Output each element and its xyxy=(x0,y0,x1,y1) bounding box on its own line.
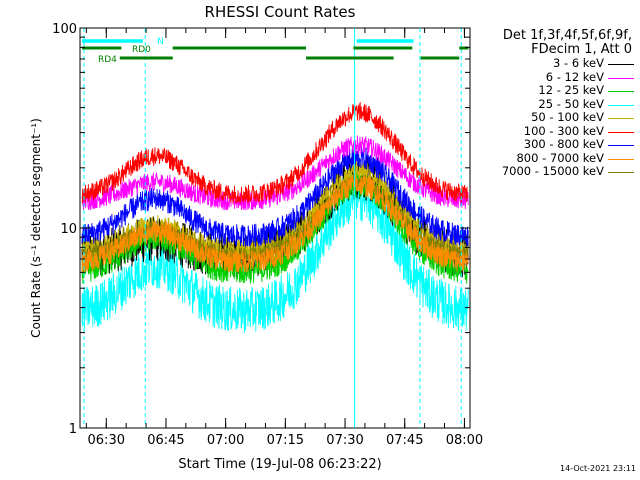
flag-label-rd4: RD4 xyxy=(98,55,117,65)
flag-bars: N RD0 RD4 xyxy=(81,37,469,65)
legend-swatch-1 xyxy=(608,77,634,79)
legend-swatch-8 xyxy=(608,172,634,173)
x-tick-label-4: 07:30 xyxy=(326,433,363,448)
legend-swatch-4 xyxy=(608,118,634,119)
legend-swatch-7 xyxy=(608,158,634,160)
footer-timestamp: 14-Oct-2021 23:11 xyxy=(560,464,636,473)
axes: 1 10 100 06:30 06:45 07:00 07:15 07:30 07:45 08:0… xyxy=(52,22,483,448)
y-tick-label-2: 100 xyxy=(52,22,77,37)
legend-swatch-6 xyxy=(608,145,634,146)
x-tick-label-6: 08:00 xyxy=(446,433,483,448)
legend-entry-7: 800 - 7000 keV xyxy=(516,150,604,165)
x-tick-label-2: 07:00 xyxy=(207,433,244,448)
series-line-3 xyxy=(81,177,469,333)
x-tick-label-1: 06:45 xyxy=(147,433,184,448)
flag-label-rd0: RD0 xyxy=(132,45,151,55)
legend-entry-0: 3 - 6 keV xyxy=(553,56,604,70)
legend-header-line-1: Det 1f,3f,4f,5f,6f,9f, xyxy=(502,28,632,43)
legend-header-line-2: FDecim 1, Att 0 xyxy=(531,42,632,57)
legend-entry-1: 6 - 12 keV xyxy=(545,69,604,84)
x-tick-label-3: 07:15 xyxy=(267,433,304,448)
legend-entry-8: 7000 - 15000 keV xyxy=(501,164,604,178)
series-line-7 xyxy=(81,174,469,273)
x-tick-label-5: 07:45 xyxy=(386,433,423,448)
x-tick-label-0: 06:30 xyxy=(88,433,125,448)
legend-swatch-0 xyxy=(608,64,634,65)
y-axis-label: Count Rate (s⁻¹ detector segment⁻¹) xyxy=(29,118,43,338)
legend-entry-3: 25 - 50 keV xyxy=(538,96,604,111)
y-tick-label-0: 1 xyxy=(69,422,77,437)
legend-swatch-5 xyxy=(608,131,634,133)
legend-swatch-2 xyxy=(608,91,634,92)
legend-entry-4: 50 - 100 keV xyxy=(531,110,604,124)
series-line-6 xyxy=(81,146,469,248)
y-tick-label-1: 10 xyxy=(60,222,77,237)
legend-entry-5: 100 - 300 keV xyxy=(523,123,604,138)
series-line-1 xyxy=(81,135,469,211)
series-line-5 xyxy=(81,101,469,204)
series-group xyxy=(81,101,469,333)
legend-entry-2: 12 - 25 keV xyxy=(538,83,604,97)
x-axis-label: Start Time (19-Jul-08 06:23:22) xyxy=(178,457,381,472)
chart-title: RHESSI Count Rates xyxy=(205,3,356,21)
legend-entry-6: 300 - 800 keV xyxy=(523,137,604,151)
flag-label-n: N xyxy=(157,37,164,47)
legend-swatch-3 xyxy=(608,104,634,106)
